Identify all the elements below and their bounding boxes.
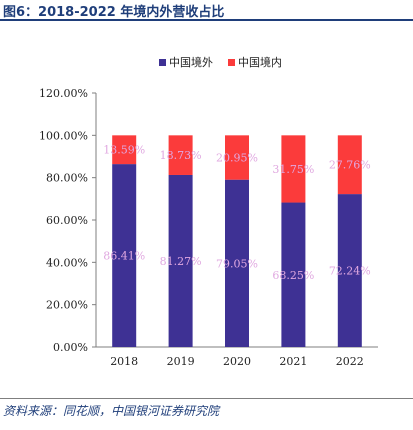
legend-swatch-1 xyxy=(228,59,235,66)
y-tick-label-2: 40.00% xyxy=(46,256,88,269)
legend-swatch-0 xyxy=(159,59,166,66)
bar-domestic-2022 xyxy=(337,135,362,195)
data-label-overseas-2021: 68.25% xyxy=(272,269,314,282)
bar-overseas-2020 xyxy=(225,179,249,347)
data-label-domestic-2019: 18.73% xyxy=(160,149,202,162)
bar-overseas-2021 xyxy=(281,202,306,347)
x-tick-label-2021: 2021 xyxy=(279,355,307,368)
bar-overseas-2019 xyxy=(168,174,193,347)
y-tick-label-1: 20.00% xyxy=(46,299,88,312)
legend-label-0: 中国境外 xyxy=(169,55,213,69)
bar-domestic-2021 xyxy=(281,135,306,203)
data-label-overseas-2020: 79.05% xyxy=(216,257,258,270)
x-tick-label-2022: 2022 xyxy=(336,355,364,368)
bar-overseas-2018 xyxy=(112,164,137,347)
title-rule xyxy=(0,19,413,21)
y-tick-label-6: 120.00% xyxy=(39,87,88,100)
bar-domestic-2018 xyxy=(112,135,137,165)
bar-domestic-2019 xyxy=(168,135,193,175)
data-label-overseas-2022: 72.24% xyxy=(329,265,371,278)
bar-overseas-2022 xyxy=(337,194,362,347)
y-tick-label-0: 0.00% xyxy=(53,341,88,354)
y-tick-label-5: 100.00% xyxy=(39,129,88,142)
data-label-overseas-2018: 86.41% xyxy=(103,250,145,263)
x-tick-label-2018: 2018 xyxy=(110,355,138,368)
x-tick-label-2019: 2019 xyxy=(167,355,195,368)
figure-title: 图6：2018-2022 年境内外营收占比 xyxy=(3,5,225,20)
source-note: 资料来源：同花顺，中国银河证券研究院 xyxy=(3,404,220,418)
stacked-bar-chart: 中国境外 中国境内 0.00% 20.00% 40.00% 60.00% 80.00% 100… xyxy=(39,55,378,368)
bar-domestic-2020 xyxy=(225,135,249,180)
data-label-overseas-2019: 81.27% xyxy=(160,255,202,268)
y-tick-label-4: 80.00% xyxy=(46,172,88,185)
title-bar: 图6：2018-2022 年境内外营收占比 xyxy=(0,0,413,21)
x-tick-label-2020: 2020 xyxy=(223,355,251,368)
data-label-domestic-2020: 20.95% xyxy=(216,152,258,165)
source-rule xyxy=(0,398,413,399)
y-tick-label-3: 60.00% xyxy=(46,214,88,227)
data-label-domestic-2021: 31.75% xyxy=(272,163,314,176)
legend-label-1: 中国境内 xyxy=(238,55,282,69)
data-label-domestic-2022: 27.76% xyxy=(329,159,371,172)
data-label-domestic-2018: 13.59% xyxy=(103,144,145,157)
